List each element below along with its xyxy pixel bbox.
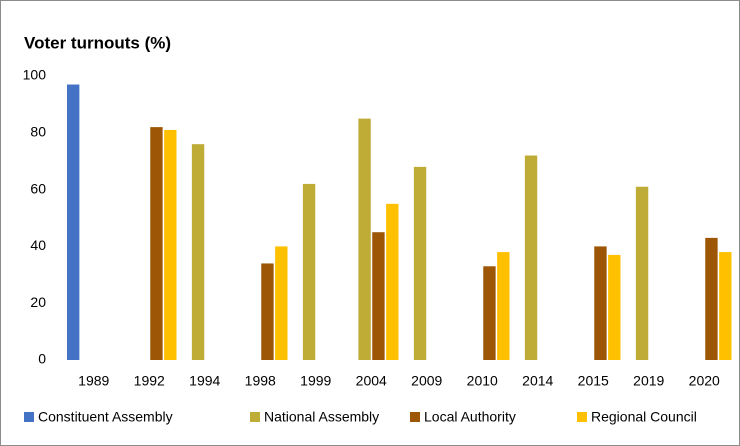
legend-swatch bbox=[577, 412, 587, 422]
y-tick-label: 100 bbox=[23, 67, 47, 83]
bar bbox=[372, 232, 385, 360]
x-tick-label: 2020 bbox=[689, 373, 720, 389]
bar bbox=[358, 118, 371, 360]
legend-label: Constituent Assembly bbox=[38, 409, 173, 425]
bar bbox=[594, 246, 607, 360]
y-tick-label: 80 bbox=[30, 124, 46, 140]
y-tick-label: 40 bbox=[30, 237, 46, 253]
y-tick-label: 60 bbox=[30, 180, 46, 196]
legend-label: Local Authority bbox=[424, 409, 516, 425]
x-tick-label: 2015 bbox=[578, 373, 609, 389]
bar bbox=[483, 266, 496, 360]
bar bbox=[608, 254, 621, 360]
bar bbox=[524, 155, 538, 360]
x-tick-label: 2019 bbox=[633, 373, 664, 389]
chart-title: Voter turnouts (%) bbox=[24, 33, 171, 52]
x-tick-label: 1994 bbox=[189, 373, 220, 389]
x-tick-label: 2010 bbox=[467, 373, 498, 389]
legend-swatch bbox=[410, 412, 420, 422]
bar bbox=[164, 129, 177, 360]
bar bbox=[302, 183, 316, 360]
bar bbox=[705, 237, 718, 360]
bar bbox=[261, 263, 274, 360]
bar bbox=[413, 166, 427, 360]
bar bbox=[191, 144, 205, 360]
y-tick-label: 20 bbox=[30, 294, 46, 310]
x-tick-label: 1998 bbox=[245, 373, 276, 389]
x-tick-label: 1992 bbox=[134, 373, 165, 389]
bar bbox=[497, 252, 510, 360]
legend-swatch bbox=[24, 412, 34, 422]
legend-label: National Assembly bbox=[264, 409, 379, 425]
y-tick-label: 0 bbox=[38, 351, 46, 367]
x-tick-label: 1999 bbox=[300, 373, 331, 389]
bar bbox=[275, 246, 288, 360]
x-tick-label: 2004 bbox=[356, 373, 387, 389]
bar bbox=[386, 203, 399, 360]
bar bbox=[719, 252, 732, 360]
legend-swatch bbox=[250, 412, 260, 422]
x-tick-label: 1989 bbox=[78, 373, 109, 389]
x-tick-label: 2009 bbox=[411, 373, 442, 389]
bar bbox=[67, 84, 80, 361]
bar bbox=[150, 127, 163, 361]
bar bbox=[635, 186, 649, 360]
x-tick-label: 2014 bbox=[522, 373, 553, 389]
legend-label: Regional Council bbox=[591, 409, 697, 425]
